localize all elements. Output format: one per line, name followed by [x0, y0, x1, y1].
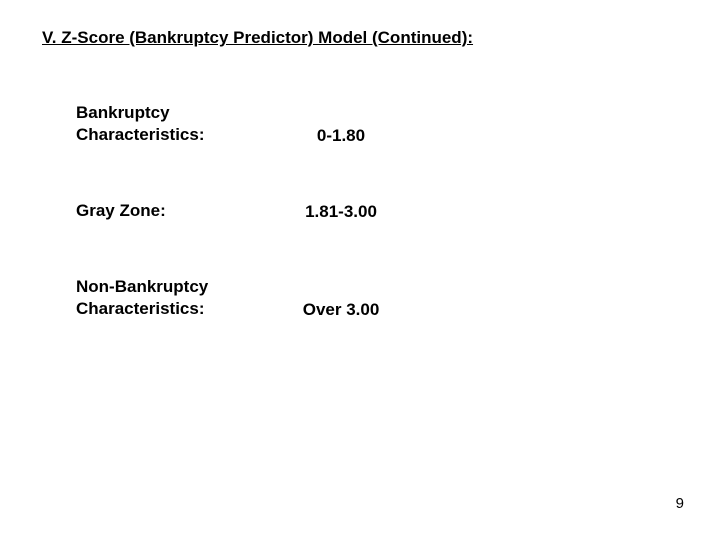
table-row: Bankruptcy Characteristics: 0-1.80 — [76, 102, 396, 146]
slide-title: V. Z-Score (Bankruptcy Predictor) Model … — [42, 28, 473, 48]
row-value: 1.81-3.00 — [286, 202, 396, 222]
page-number: 9 — [676, 495, 684, 512]
table-row: Gray Zone: 1.81-3.00 — [76, 200, 396, 222]
row-value: 0-1.80 — [286, 126, 396, 146]
row-label: Bankruptcy Characteristics: — [76, 102, 286, 146]
row-value: Over 3.00 — [286, 300, 396, 320]
zscore-table: Bankruptcy Characteristics: 0-1.80 Gray … — [76, 102, 396, 374]
row-label: Non-Bankruptcy Characteristics: — [76, 276, 286, 320]
row-label: Gray Zone: — [76, 200, 286, 222]
table-row: Non-Bankruptcy Characteristics: Over 3.0… — [76, 276, 396, 320]
